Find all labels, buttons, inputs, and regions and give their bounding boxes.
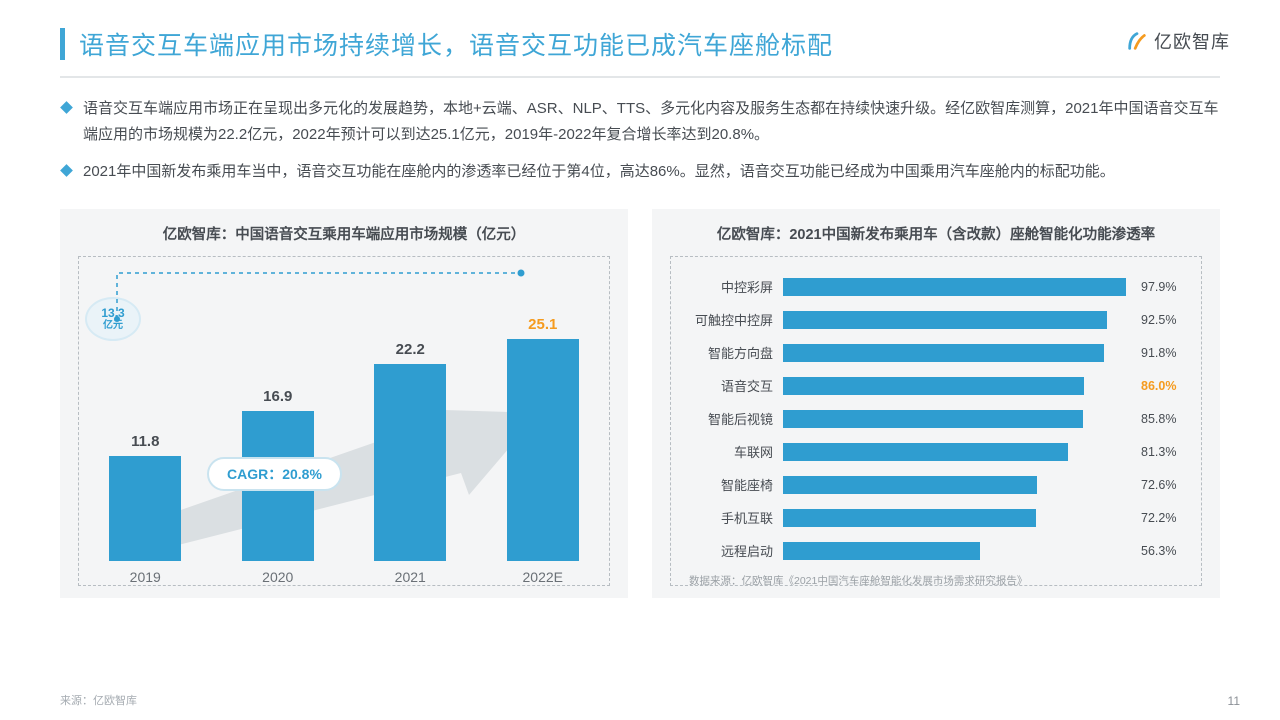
hbar-value: 97.9% bbox=[1141, 280, 1187, 294]
hbar-fill bbox=[783, 377, 1084, 395]
hbar-chart-area: 中控彩屏 97.9% 可触控中控屏 92.5% 智能方向盘 91.8% 语音交互 86.0% 智… bbox=[670, 256, 1202, 586]
hbar-row: 智能后视镜 85.8% bbox=[685, 403, 1187, 435]
hbar-label: 远程启动 bbox=[685, 541, 783, 560]
hbar-track bbox=[783, 443, 1133, 461]
hbar-track bbox=[783, 278, 1133, 296]
hbar-value: 72.2% bbox=[1141, 511, 1187, 525]
hbar-value: 91.8% bbox=[1141, 346, 1187, 360]
bullet-item: 语音交互车端应用市场正在呈现出多元化的发展趋势，本地+云端、ASR、NLP、TT… bbox=[60, 96, 1220, 149]
bar-value-label: 16.9 bbox=[263, 388, 292, 405]
hbar-track bbox=[783, 476, 1133, 494]
bar-chart-panel: 亿欧智库：中国语音交互乘用车端应用市场规模（亿元） 13.3 亿元 11.816… bbox=[60, 209, 628, 598]
page-header: 语音交互车端应用市场持续增长，语音交互功能已成汽车座舱标配 bbox=[0, 0, 1280, 70]
bar-chart-area: 13.3 亿元 11.816.922.225.1 CAGR：20.8% 2019… bbox=[78, 256, 610, 586]
logo-icon bbox=[1126, 30, 1148, 52]
bar-value-label: 11.8 bbox=[131, 433, 159, 450]
bullet-list: 语音交互车端应用市场正在呈现出多元化的发展趋势，本地+云端、ASR、NLP、TT… bbox=[0, 78, 1280, 185]
hbar-value: 72.6% bbox=[1141, 478, 1187, 492]
hbar-label: 手机互联 bbox=[685, 508, 783, 527]
hbar-value: 92.5% bbox=[1141, 313, 1187, 327]
hbar-row: 可触控中控屏 92.5% bbox=[685, 304, 1187, 336]
hbar-rows: 中控彩屏 97.9% 可触控中控屏 92.5% 智能方向盘 91.8% 语音交互 86.0% 智… bbox=[685, 271, 1187, 567]
hbar-label: 可触控中控屏 bbox=[685, 310, 783, 329]
hbar-label: 智能后视镜 bbox=[685, 409, 783, 428]
bar-value-label: 22.2 bbox=[396, 341, 425, 358]
hbar-track bbox=[783, 311, 1133, 329]
hbar-label: 车联网 bbox=[685, 442, 783, 461]
diamond-icon bbox=[60, 164, 73, 177]
hbar-chart-panel: 亿欧智库：2021中国新发布乘用车（含改款）座舱智能化功能渗透率 中控彩屏 97.… bbox=[652, 209, 1220, 598]
bar-rect bbox=[109, 456, 181, 561]
x-tick-label: 2022E bbox=[498, 569, 588, 585]
brand-logo: 亿欧智库 bbox=[1126, 28, 1230, 54]
bullet-item: 2021年中国新发布乘用车当中，语音交互功能在座舱内的渗透率已经位于第4位，高达… bbox=[60, 159, 1220, 185]
title-accent-bar bbox=[60, 28, 65, 60]
hbar-fill bbox=[783, 509, 1036, 527]
hbar-label: 语音交互 bbox=[685, 376, 783, 395]
hbar-track bbox=[783, 509, 1133, 527]
hbar-track bbox=[783, 542, 1133, 560]
footer-source: 来源：亿欧智库 bbox=[60, 692, 137, 708]
hbar-row: 车联网 81.3% bbox=[685, 436, 1187, 468]
hbar-fill bbox=[783, 410, 1083, 428]
x-tick-label: 2019 bbox=[100, 569, 190, 585]
hbar-value: 86.0% bbox=[1141, 379, 1187, 393]
hbar-track bbox=[783, 377, 1133, 395]
hbar-source-note: 数据来源：亿欧智库《2021中国汽车座舱智能化发展市场需求研究报告》 bbox=[685, 573, 1187, 588]
bullet-text: 语音交互车端应用市场正在呈现出多元化的发展趋势，本地+云端、ASR、NLP、TT… bbox=[83, 96, 1220, 149]
hbar-fill bbox=[783, 542, 980, 560]
hbar-row: 语音交互 86.0% bbox=[685, 370, 1187, 402]
hbar-row: 智能方向盘 91.8% bbox=[685, 337, 1187, 369]
bar-chart-title: 亿欧智库：中国语音交互乘用车端应用市场规模（亿元） bbox=[78, 223, 610, 244]
hbar-fill bbox=[783, 344, 1104, 362]
bar-column: 22.2 bbox=[366, 341, 454, 561]
hbar-fill bbox=[783, 443, 1068, 461]
hbar-chart-title: 亿欧智库：2021中国新发布乘用车（含改款）座舱智能化功能渗透率 bbox=[670, 223, 1202, 244]
hbar-row: 中控彩屏 97.9% bbox=[685, 271, 1187, 303]
hbar-row: 远程启动 56.3% bbox=[685, 535, 1187, 567]
hbar-track bbox=[783, 410, 1133, 428]
hbar-value: 85.8% bbox=[1141, 412, 1187, 426]
page-number: 11 bbox=[1228, 694, 1240, 708]
cagr-badge: CAGR：20.8% bbox=[207, 457, 342, 491]
hbar-fill bbox=[783, 278, 1126, 296]
callout-connector bbox=[111, 263, 541, 323]
hbar-label: 智能座椅 bbox=[685, 475, 783, 494]
hbar-track bbox=[783, 344, 1133, 362]
hbar-label: 中控彩屏 bbox=[685, 277, 783, 296]
hbar-value: 56.3% bbox=[1141, 544, 1187, 558]
bar-rect bbox=[374, 364, 446, 561]
hbar-row: 手机互联 72.2% bbox=[685, 502, 1187, 534]
x-tick-label: 2021 bbox=[365, 569, 455, 585]
diamond-icon bbox=[60, 101, 73, 114]
charts-row: 亿欧智库：中国语音交互乘用车端应用市场规模（亿元） 13.3 亿元 11.816… bbox=[0, 195, 1280, 598]
hbar-fill bbox=[783, 311, 1107, 329]
bar-plot: 11.8 16.9 22.2 25.1 bbox=[79, 293, 609, 561]
bar-column: 11.8 bbox=[101, 433, 189, 561]
x-tick-label: 2020 bbox=[233, 569, 323, 585]
bar-x-axis: 2019 2020 2021 2022E bbox=[79, 569, 609, 585]
logo-text: 亿欧智库 bbox=[1154, 28, 1230, 54]
page-title: 语音交互车端应用市场持续增长，语音交互功能已成汽车座舱标配 bbox=[79, 26, 833, 62]
bar-column: 25.1 bbox=[499, 316, 587, 561]
hbar-fill bbox=[783, 476, 1037, 494]
hbar-label: 智能方向盘 bbox=[685, 343, 783, 362]
bullet-text: 2021年中国新发布乘用车当中，语音交互功能在座舱内的渗透率已经位于第4位，高达… bbox=[83, 159, 1115, 185]
hbar-row: 智能座椅 72.6% bbox=[685, 469, 1187, 501]
bar-rect bbox=[507, 339, 579, 561]
hbar-value: 81.3% bbox=[1141, 445, 1187, 459]
